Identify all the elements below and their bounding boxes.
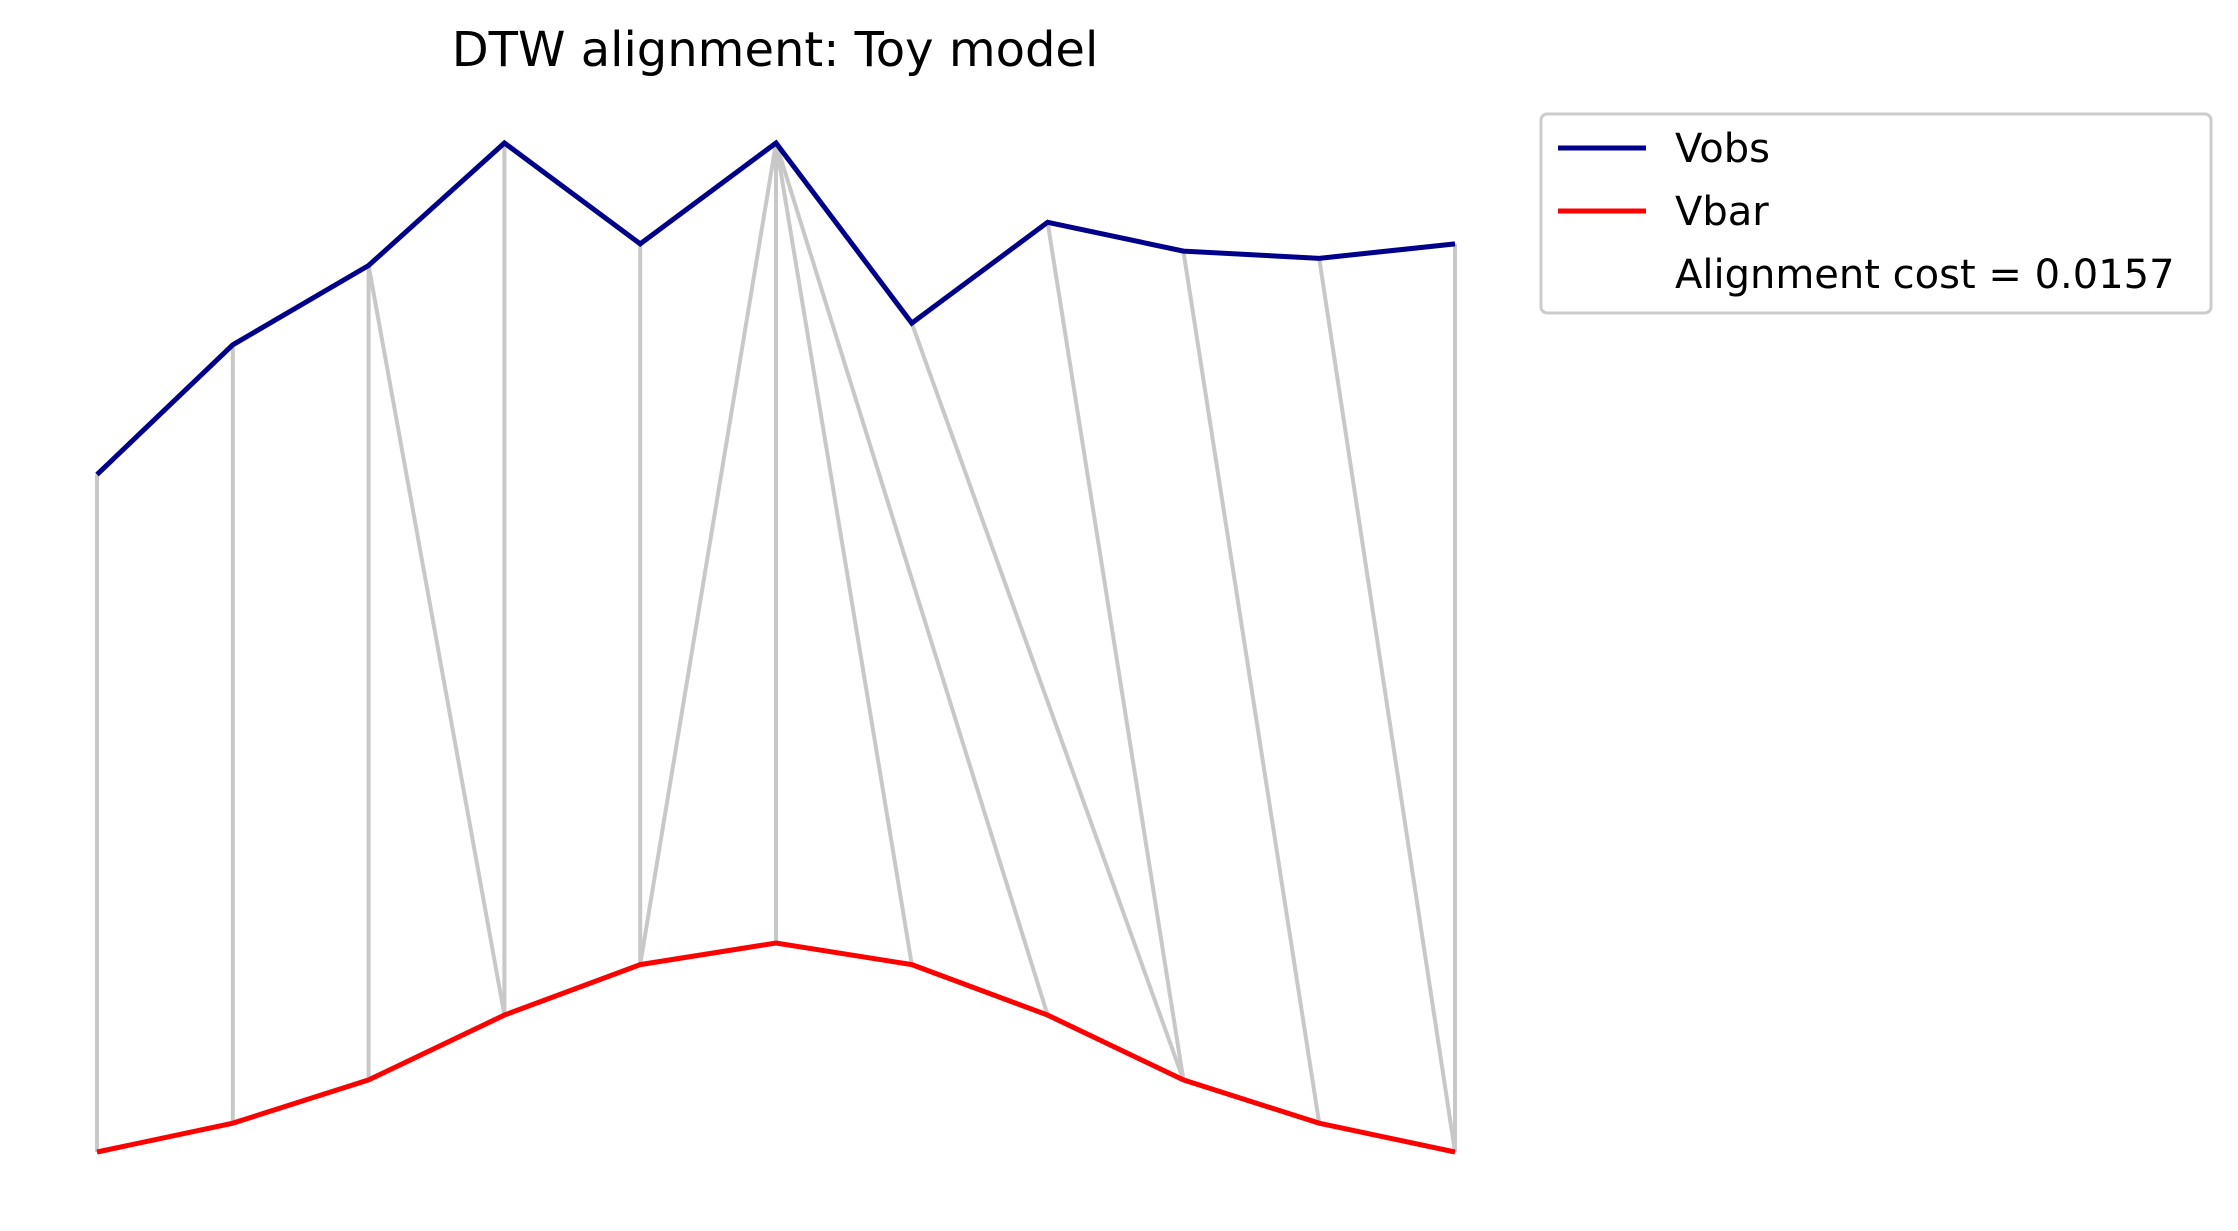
series-line-vbar [96,940,1456,1155]
alignment-line-13 [1317,258,1457,1153]
alignment-lines [95,142,1457,1153]
alignment-line-9 [774,142,1050,1016]
series-line-vobs [95,139,1456,477]
alignment-line-3 [366,265,507,1016]
alignment-line-11 [1045,221,1186,1081]
legend: Vobs Vbar Alignment cost = 0.0157 [1539,112,2213,315]
alignment-line-12 [1181,250,1322,1124]
legend-label-vobs: Vobs [1675,126,1770,172]
chart-title: DTW alignment: Toy model [452,22,1099,78]
alignment-line-6 [638,142,778,965]
legend-label-vbar: Vbar [1675,189,1769,235]
series-lines [95,139,1456,1155]
alignment-line-10 [909,322,1186,1081]
legend-frame [1539,112,2213,315]
legend-alignment-cost: Alignment cost = 0.0157 [1675,252,2175,298]
alignment-line-8 [774,142,914,965]
